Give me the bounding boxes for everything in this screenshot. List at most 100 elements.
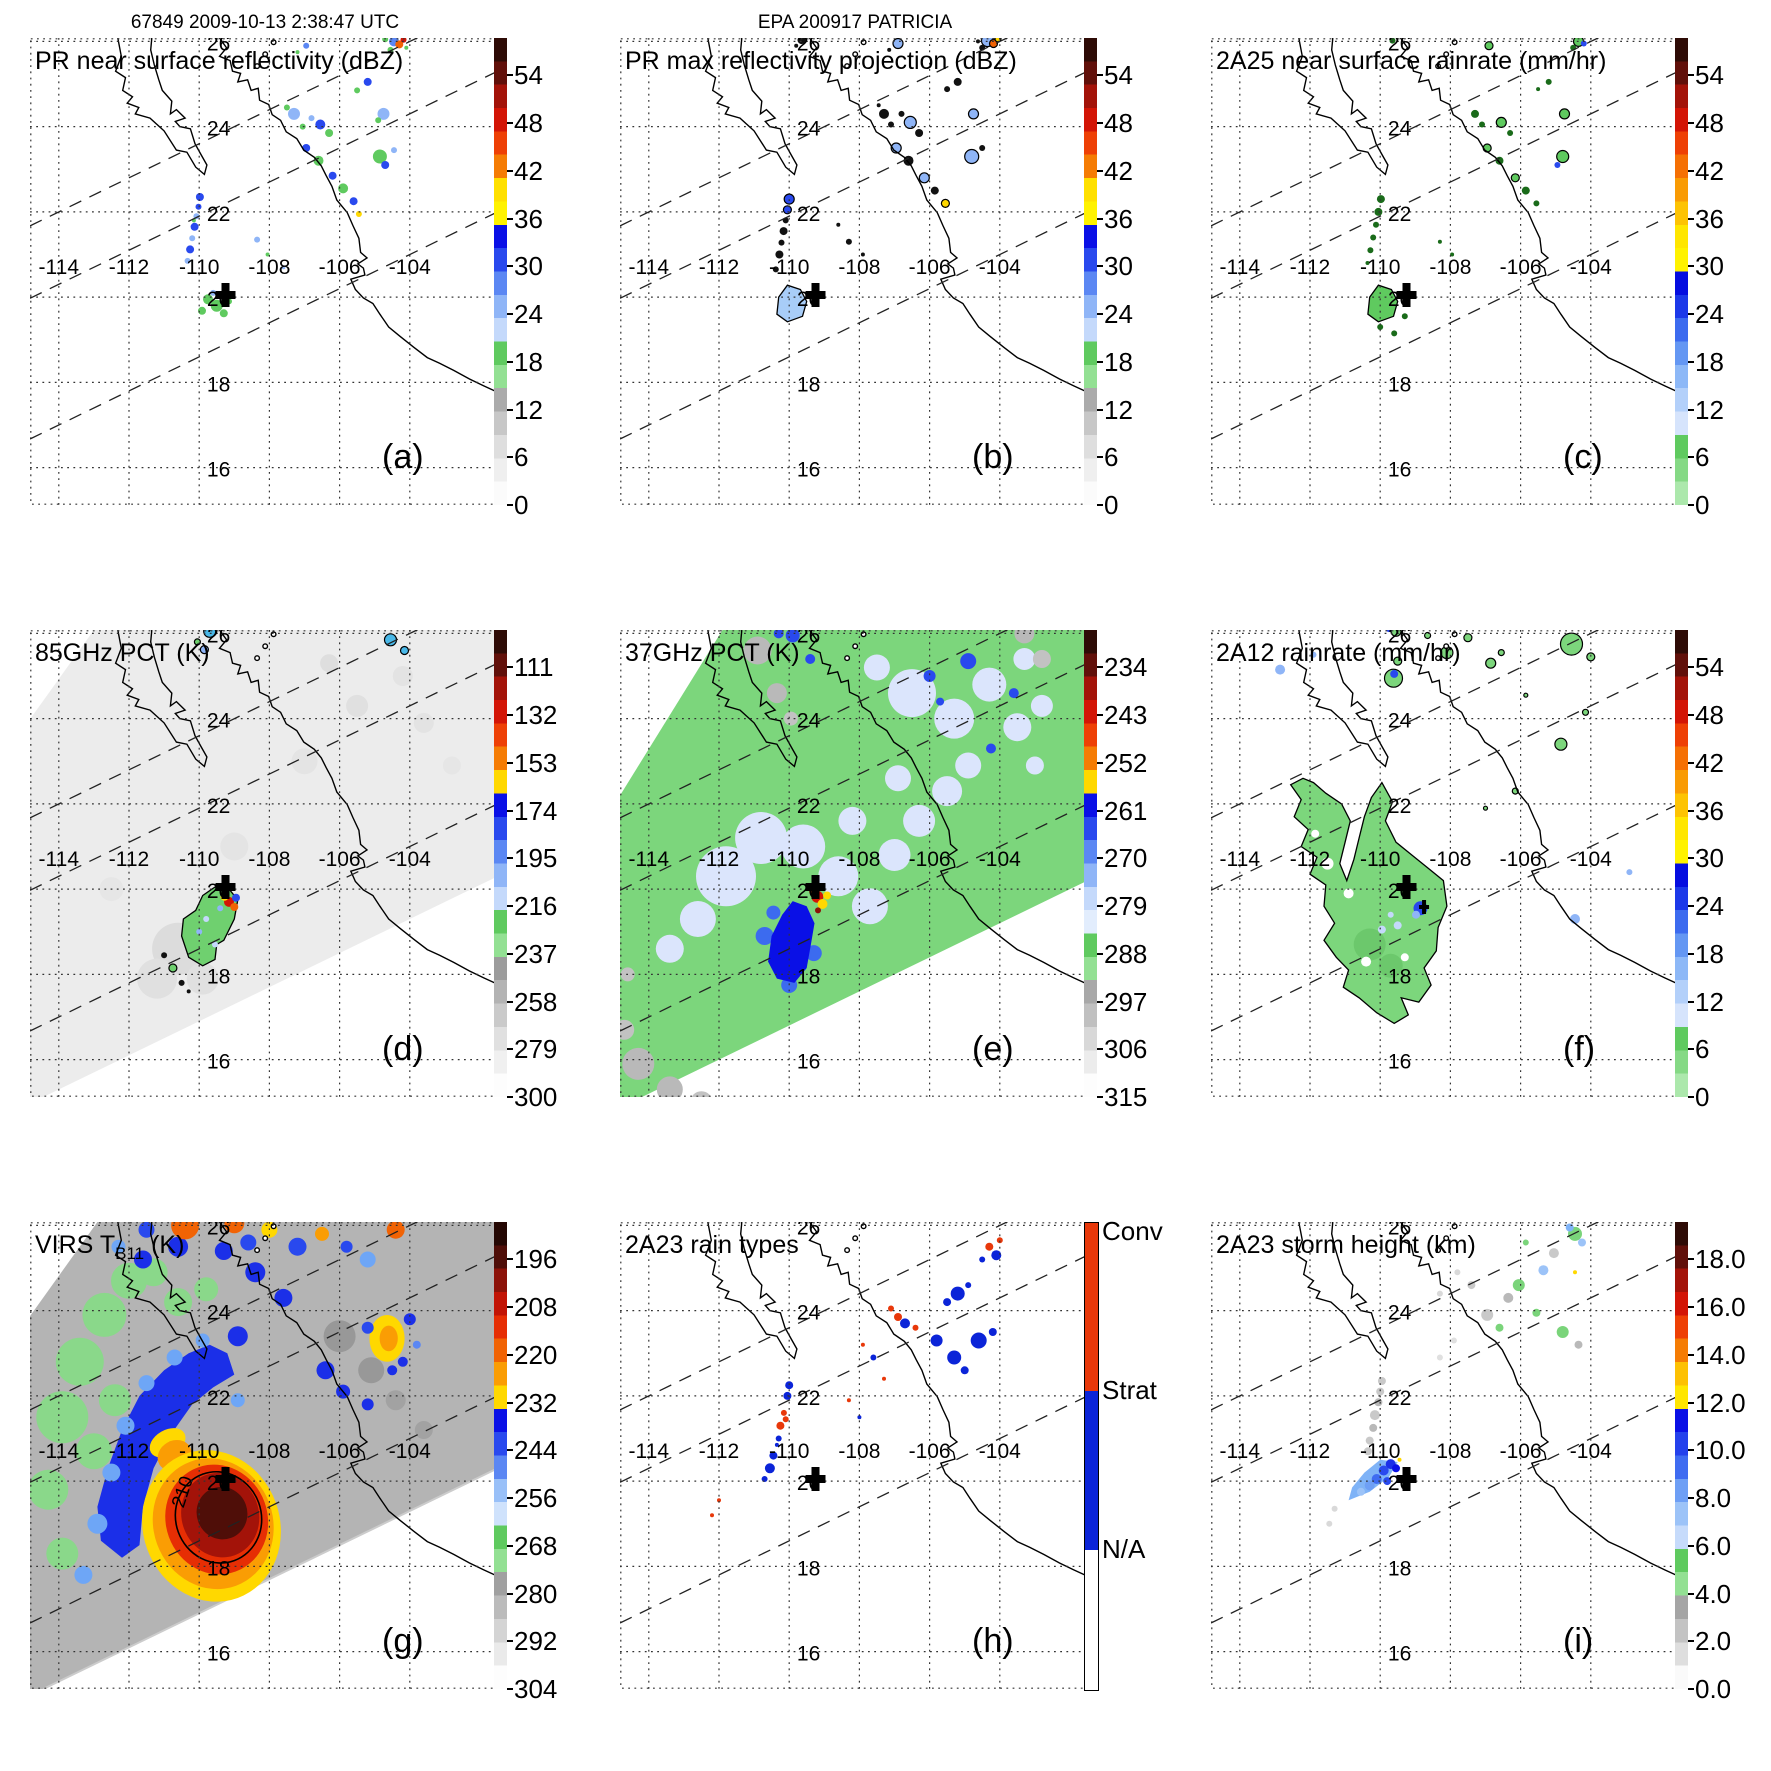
svg-text:16: 16 [207, 459, 230, 482]
colorbar-tick [507, 761, 513, 764]
panel-h: -114 -112 -110 -108 -106 -104 16 18 20 22 24 26 2A23… [590, 1184, 1180, 1771]
svg-text:-108: -108 [1429, 1440, 1471, 1463]
colorbar-tick [1688, 265, 1694, 268]
colorbar-tick-label: 234 [1104, 652, 1148, 683]
svg-text:24: 24 [207, 1302, 231, 1325]
colorbar-tick [507, 1592, 513, 1595]
svg-text:-106: -106 [319, 848, 361, 871]
svg-text:-110: -110 [1360, 256, 1400, 279]
colorbar-e [1084, 630, 1097, 1097]
svg-text:-110: -110 [769, 1440, 809, 1463]
colorbar-tick [507, 857, 513, 860]
colorbar-tick [1688, 122, 1694, 125]
panel-e: -114 -112 -110 -108 -106 -104 16 18 20 22 24 26 37GH… [590, 592, 1180, 1184]
colorbar-tick [1097, 504, 1103, 506]
storm-center-marker [215, 874, 236, 899]
secondary-center-marker [1419, 900, 1430, 915]
svg-text:22: 22 [207, 203, 230, 226]
data-layer [99, 630, 461, 999]
svg-text:-110: -110 [179, 256, 219, 279]
colorbar-tick-label: 300 [514, 1082, 558, 1112]
panel-letter: (i) [1563, 1622, 1593, 1660]
svg-text:24: 24 [797, 118, 821, 141]
svg-text:-114: -114 [39, 1440, 80, 1463]
data-layer: 210 [30, 1222, 433, 1602]
panel-letter: (f) [1563, 1030, 1595, 1068]
colorbar-tick-label: 18 [1695, 346, 1724, 377]
coastline [704, 38, 1090, 394]
panel-title: 2A12 rainrate (mm/hr) [1216, 639, 1461, 667]
colorbar-tick-label: 6 [514, 442, 529, 473]
colorbar-tick-label: 111 [514, 652, 554, 683]
colorbar-tick-label: 42 [1695, 747, 1724, 778]
colorbar-tick [1688, 74, 1694, 77]
colorbar-tick [1688, 408, 1694, 411]
data-layer [710, 1237, 1003, 1518]
colorbar-tick-label: 0.0 [1695, 1674, 1732, 1704]
colorbar-tick [1097, 313, 1103, 315]
colorbar-tick [1688, 1048, 1694, 1051]
colorbar-tick-label: 268 [514, 1530, 558, 1561]
colorbar-tick [507, 265, 513, 268]
svg-text:-114: -114 [629, 848, 670, 871]
colorbar-tick [507, 952, 513, 955]
colorbar-tick-label: 195 [514, 843, 558, 874]
svg-text:-104: -104 [389, 256, 431, 279]
svg-text:-110: -110 [1360, 1440, 1400, 1463]
svg-text:26: 26 [207, 1222, 230, 1239]
svg-text:18: 18 [1388, 373, 1411, 396]
svg-text:-106: -106 [1500, 848, 1542, 871]
colorbar-tick-label: 0 [1695, 490, 1710, 520]
storm-center-marker [805, 1466, 826, 1491]
colorbar-tick [507, 169, 513, 172]
colorbar-tick-label: 304 [514, 1674, 558, 1704]
colorbar-tick [1097, 1000, 1103, 1003]
svg-text:-108: -108 [1429, 256, 1471, 279]
colorbar-tick-label: 12 [1695, 394, 1724, 425]
colorbar-tick-label: 6 [1695, 1034, 1710, 1065]
svg-text:26: 26 [797, 630, 820, 647]
colorbar-tick-label: 297 [1104, 986, 1148, 1017]
colorbar-tick [507, 714, 513, 717]
colorbar-tick-label: Conv [1102, 1216, 1163, 1247]
svg-text:26: 26 [1388, 1222, 1411, 1239]
colorbar-tick-label: 48 [514, 108, 543, 139]
colorbar-tick-label: Strat [1102, 1375, 1157, 1406]
svg-text:-110: -110 [769, 256, 809, 279]
svg-text:16: 16 [1388, 459, 1411, 482]
svg-text:18: 18 [797, 1557, 820, 1580]
colorbar-tick [1097, 456, 1103, 459]
colorbar-tick-label: 12.0 [1695, 1387, 1746, 1418]
colorbar-tick [1097, 1048, 1103, 1051]
svg-text:-112: -112 [699, 256, 739, 279]
svg-text:18: 18 [1388, 965, 1411, 988]
panel-letter: (b) [972, 438, 1014, 476]
svg-text:-114: -114 [39, 256, 80, 279]
colorbar-tick-label: 36 [1695, 795, 1724, 826]
colorbar-tick [1688, 809, 1694, 812]
colorbar-tick-label: 24 [1104, 299, 1133, 329]
colorbar-tick [1688, 1258, 1694, 1261]
colorbar-tick [1097, 74, 1103, 77]
panel-letter: (d) [382, 1030, 424, 1068]
colorbar-tick-label: 2.0 [1695, 1626, 1732, 1657]
colorbar-tick [1097, 857, 1103, 860]
svg-text:26: 26 [207, 38, 230, 55]
panel-a: -114 -112 -110 -108 -106 -104 16 18 20 22 24 26 PR n… [0, 0, 590, 592]
colorbar-tick-label: 288 [1104, 938, 1148, 969]
svg-text:26: 26 [1388, 630, 1411, 647]
svg-text:-104: -104 [1570, 256, 1612, 279]
svg-text:-104: -104 [389, 848, 431, 871]
panel-letter: (a) [382, 438, 424, 476]
svg-text:24: 24 [797, 1302, 821, 1325]
svg-text:16: 16 [1388, 1051, 1411, 1074]
colorbar-tick-label: 280 [514, 1578, 558, 1609]
storm-center-marker [1396, 1466, 1417, 1491]
svg-text:-114: -114 [1220, 1440, 1261, 1463]
coastline [1295, 630, 1681, 986]
colorbar-tick [1688, 761, 1694, 764]
coastline [114, 1222, 500, 1578]
